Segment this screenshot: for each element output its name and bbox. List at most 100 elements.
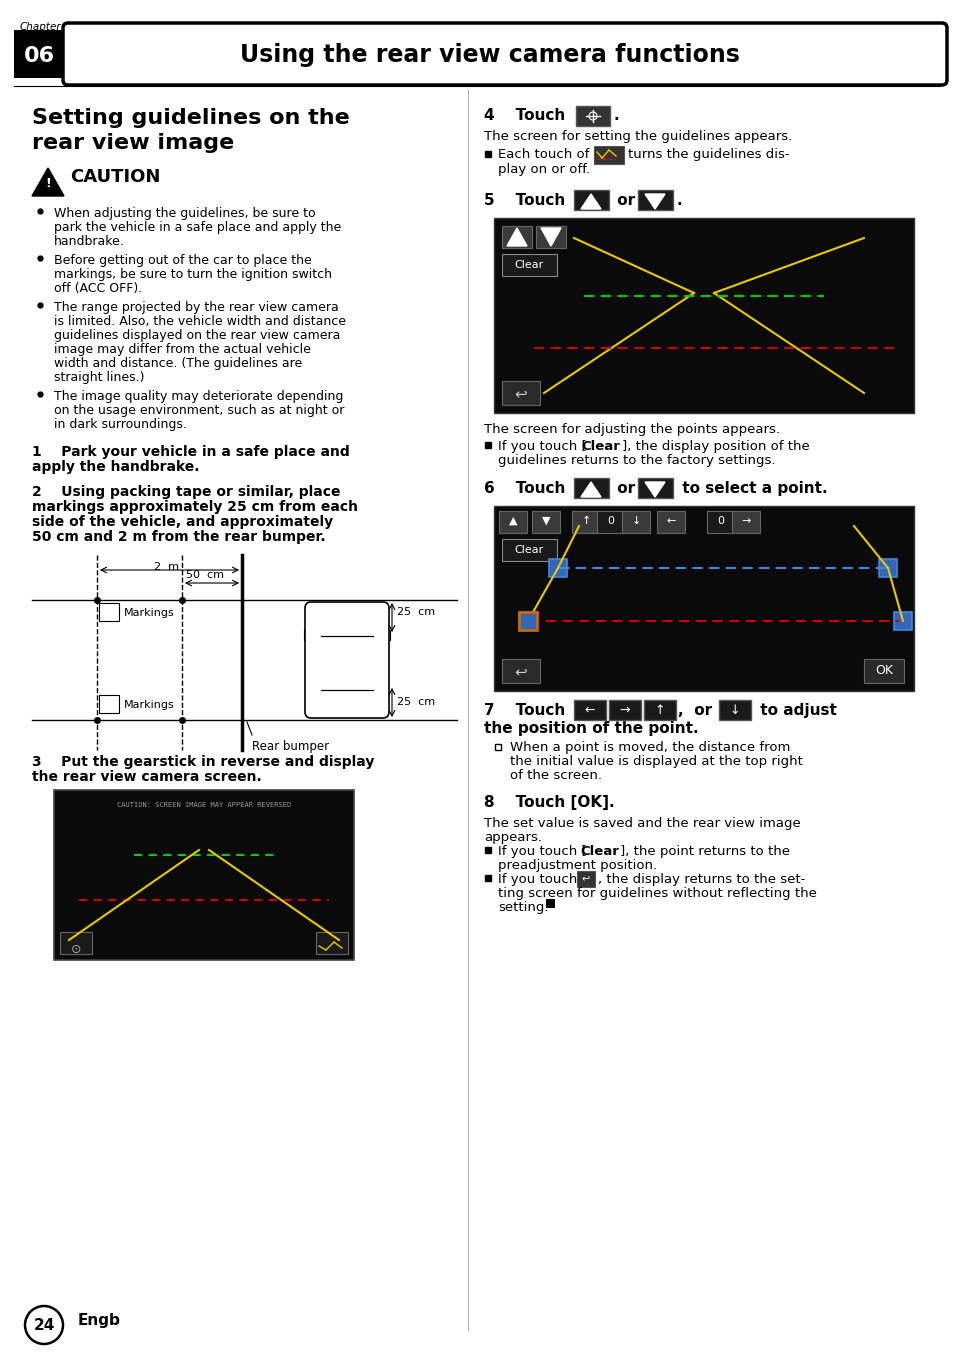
Text: ], the point returns to the: ], the point returns to the: [619, 845, 789, 859]
Text: Markings: Markings: [124, 700, 174, 710]
Text: ↩: ↩: [581, 873, 590, 884]
Text: Setting guidelines on the: Setting guidelines on the: [32, 108, 350, 128]
Bar: [719, 700, 750, 721]
Text: markings, be sure to turn the ignition switch: markings, be sure to turn the ignition s…: [54, 268, 332, 281]
Text: off (ACC OFF).: off (ACC OFF).: [54, 283, 142, 295]
Bar: [382, 630, 390, 639]
Text: Chapter: Chapter: [20, 22, 62, 32]
Bar: [706, 511, 734, 533]
Text: to select a point.: to select a point.: [677, 481, 827, 496]
Bar: [597, 511, 624, 533]
Text: .: .: [677, 193, 682, 208]
Bar: [572, 511, 599, 533]
Text: ⊙: ⊙: [71, 942, 81, 956]
Text: .: .: [614, 108, 619, 123]
Text: rear view image: rear view image: [32, 132, 234, 153]
Text: The screen for adjusting the points appears.: The screen for adjusting the points appe…: [483, 423, 780, 435]
Text: ▲: ▲: [508, 516, 517, 526]
Bar: [494, 506, 913, 691]
Text: ▼: ▼: [541, 516, 550, 526]
Text: is limited. Also, the vehicle width and distance: is limited. Also, the vehicle width and …: [54, 315, 346, 329]
Bar: [621, 511, 649, 533]
Text: 25  cm: 25 cm: [396, 698, 435, 707]
Text: If you touch [: If you touch [: [497, 845, 586, 859]
Bar: [494, 218, 913, 412]
Text: guidelines returns to the factory settings.: guidelines returns to the factory settin…: [497, 454, 775, 466]
Text: ], the display position of the: ], the display position of the: [621, 439, 809, 453]
Bar: [501, 226, 532, 247]
Bar: [594, 146, 623, 164]
Text: 06: 06: [24, 46, 54, 66]
Text: or: or: [688, 703, 717, 718]
Text: ←: ←: [665, 516, 675, 526]
Text: The image quality may deteriorate depending: The image quality may deteriorate depend…: [54, 389, 343, 403]
Text: If you touch [: If you touch [: [497, 439, 586, 453]
Text: handbrake.: handbrake.: [54, 235, 125, 247]
Bar: [501, 381, 539, 406]
Text: preadjustment position.: preadjustment position.: [497, 859, 657, 872]
Bar: [304, 630, 311, 639]
Text: ↑: ↑: [580, 516, 590, 526]
Text: 1    Park your vehicle in a safe place and: 1 Park your vehicle in a safe place and: [32, 445, 350, 458]
Text: setting.: setting.: [497, 900, 548, 914]
Text: ↩: ↩: [514, 387, 527, 402]
Bar: [501, 254, 557, 276]
Text: The screen for setting the guidelines appears.: The screen for setting the guidelines ap…: [483, 130, 791, 143]
Text: 6    Touch: 6 Touch: [483, 481, 565, 496]
Text: turns the guidelines dis-: turns the guidelines dis-: [627, 147, 789, 161]
Text: Markings: Markings: [124, 608, 174, 618]
Text: The range projected by the rear view camera: The range projected by the rear view cam…: [54, 301, 338, 314]
Bar: [638, 191, 672, 210]
Bar: [14, 30, 64, 78]
Bar: [574, 479, 608, 498]
Text: 50  cm: 50 cm: [186, 571, 224, 580]
Text: Before getting out of the car to place the: Before getting out of the car to place t…: [54, 254, 312, 266]
Text: Clear: Clear: [514, 545, 543, 556]
Bar: [501, 658, 539, 683]
Text: 25  cm: 25 cm: [396, 607, 435, 617]
Text: 3    Put the gearstick in reverse and display: 3 Put the gearstick in reverse and displ…: [32, 754, 374, 769]
Text: ,: ,: [677, 703, 682, 718]
Text: the initial value is displayed at the top right: the initial value is displayed at the to…: [510, 754, 802, 768]
Text: Each touch of: Each touch of: [497, 147, 589, 161]
Bar: [574, 191, 608, 210]
Text: Clear: Clear: [580, 439, 619, 453]
Text: to adjust: to adjust: [754, 703, 836, 718]
FancyBboxPatch shape: [305, 602, 389, 718]
Text: !: !: [45, 177, 51, 191]
Text: 7    Touch: 7 Touch: [483, 703, 565, 718]
Bar: [545, 899, 555, 909]
Bar: [608, 700, 640, 721]
Text: →: →: [740, 516, 750, 526]
Bar: [548, 558, 566, 577]
Text: 0: 0: [717, 516, 723, 526]
Bar: [99, 603, 119, 621]
Text: When a point is moved, the distance from: When a point is moved, the distance from: [510, 741, 789, 754]
Text: apply the handbrake.: apply the handbrake.: [32, 460, 199, 475]
Text: appears.: appears.: [483, 831, 541, 844]
Text: or: or: [612, 481, 639, 496]
Text: Rear bumper: Rear bumper: [252, 740, 329, 753]
Text: Clear: Clear: [579, 845, 618, 859]
Text: the rear view camera screen.: the rear view camera screen.: [32, 771, 261, 784]
Bar: [893, 612, 911, 630]
Text: Clear: Clear: [514, 260, 543, 270]
Text: 2    Using packing tape or similar, place: 2 Using packing tape or similar, place: [32, 485, 340, 499]
Text: on the usage environment, such as at night or: on the usage environment, such as at nig…: [54, 404, 344, 416]
Text: ting screen for guidelines without reflecting the: ting screen for guidelines without refle…: [497, 887, 816, 900]
Text: ←: ←: [584, 704, 595, 717]
Text: 24: 24: [33, 1317, 54, 1333]
Bar: [863, 658, 903, 683]
Polygon shape: [644, 483, 664, 498]
Text: CAUTION: CAUTION: [70, 168, 160, 187]
Text: width and distance. (The guidelines are: width and distance. (The guidelines are: [54, 357, 302, 370]
Text: of the screen.: of the screen.: [510, 769, 601, 781]
Text: play on or off.: play on or off.: [497, 164, 589, 176]
Text: straight lines.): straight lines.): [54, 370, 144, 384]
Text: in dark surroundings.: in dark surroundings.: [54, 418, 187, 431]
Text: Engb: Engb: [78, 1313, 121, 1328]
Bar: [638, 479, 672, 498]
Bar: [532, 511, 559, 533]
Text: OK: OK: [874, 664, 892, 677]
Bar: [99, 695, 119, 713]
